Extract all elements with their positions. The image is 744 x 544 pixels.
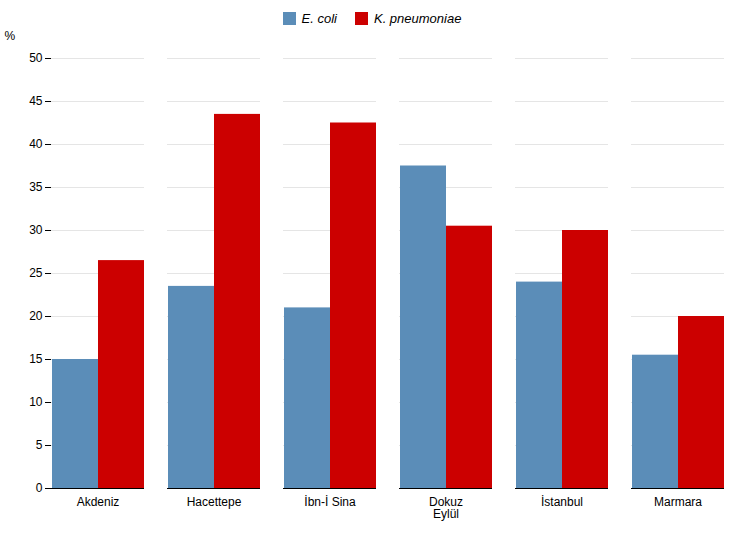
svg-text:25: 25: [29, 266, 43, 280]
svg-text:30: 30: [29, 223, 43, 237]
svg-text:10: 10: [29, 395, 43, 409]
svg-text:İbn-İ Sina: İbn-İ Sina: [304, 495, 356, 509]
svg-text:50: 50: [29, 51, 43, 65]
svg-text:DokuzEylül: DokuzEylül: [429, 495, 463, 521]
svg-text:Hacettepe: Hacettepe: [187, 495, 242, 509]
html-text:E. coli: E. coli: [301, 10, 337, 26]
svg-text:5: 5: [36, 438, 43, 452]
svg-text:35: 35: [29, 180, 43, 194]
svg-text:İstanbul: İstanbul: [541, 495, 583, 509]
svg-text:40: 40: [29, 137, 43, 151]
svg-text:20: 20: [29, 309, 43, 323]
svg-text:Akdeniz: Akdeniz: [77, 495, 120, 509]
html-text:K. pneumoniae: K. pneumoniae: [374, 10, 462, 26]
svg-text:0: 0: [36, 481, 43, 495]
svg-text:15: 15: [29, 352, 43, 366]
svg-text:Marmara: Marmara: [654, 495, 702, 509]
svg-text:45: 45: [29, 94, 43, 108]
svg-text:%: %: [5, 29, 16, 43]
